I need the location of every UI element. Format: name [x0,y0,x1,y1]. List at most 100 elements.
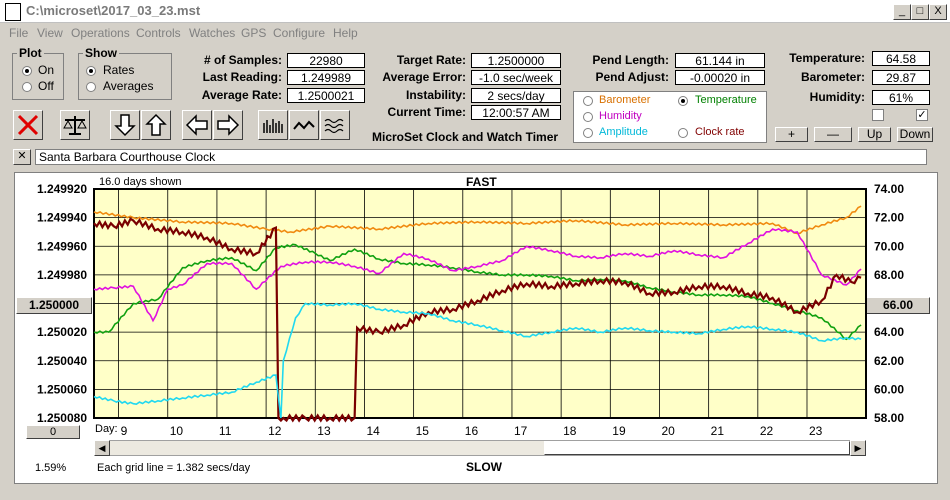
y-left-tick-label: 1.250060 [37,382,87,396]
humidity-label: Humidity: [809,90,865,104]
last-reading-field: 1.249989 [287,70,365,85]
averages-radio[interactable] [86,82,96,92]
avg-error-label: Average Error: [382,70,466,84]
close-clock-button[interactable]: ✕ [13,149,31,165]
right-checkbox[interactable]: ✓ [916,109,928,121]
barometer-field: 29.87 [872,70,930,85]
current-time-field: 12:00:57 AM [471,105,561,120]
x-icon [17,114,39,136]
app-icon[interactable] [5,3,21,21]
down-button[interactable]: Down [897,127,933,142]
clock-name-field[interactable]: Santa Barbara Courthouse Clock [35,149,927,165]
x-tick-label: 18 [563,424,577,438]
amplitude-option-label: Amplitude [599,126,648,138]
avg-rate-field: 1.2500021 [287,88,365,103]
samples-field: 22980 [287,53,365,68]
target-rate-label: Target Rate: [396,53,466,67]
x-tick-label: 11 [219,424,232,438]
line-view-button[interactable] [289,110,319,140]
pend-length-label: Pend Length: [592,53,669,67]
y-left-tick-label: 1.250040 [37,354,87,368]
rates-label: Rates [103,63,135,77]
temperature-label: Temperature: [789,51,865,65]
left-arrow-button[interactable] [182,110,212,140]
plot-off-radio[interactable] [22,82,32,92]
plot-group-label: Plot [19,46,42,60]
down-arrow-button[interactable] [110,110,140,140]
balance-button[interactable] [60,110,90,140]
rates-radio[interactable] [86,66,96,76]
wave-view-button[interactable] [320,110,350,140]
minus-button[interactable]: — [814,127,852,142]
amplitude-radio[interactable] [583,128,593,138]
pend-length-field[interactable]: 61.144 in [675,53,765,68]
menu-gps[interactable]: GPS [241,26,267,40]
y-left-tick-label: 1.249920 [37,182,87,196]
maximize-button[interactable]: □ [911,4,929,20]
menu-help[interactable]: Help [333,26,358,40]
temperature-option-label: Temperature [695,94,757,106]
plot-group: Plot [12,46,64,100]
menu-watches[interactable]: Watches [189,26,236,40]
bars-view-button[interactable] [258,110,288,140]
minimize-button[interactable]: _ [893,4,911,20]
days-shown-label: 16.0 days shown [99,176,182,188]
up-arrow-button[interactable] [141,110,171,140]
up-button[interactable]: Up [858,127,891,142]
instability-field: 2 secs/day [471,88,561,103]
scroll-thumb[interactable] [544,441,850,455]
clock-rate-option-label: Clock rate [695,126,745,138]
plot-on-radio[interactable] [22,66,32,76]
menu-operations[interactable]: Operations [71,26,130,40]
left-checkbox[interactable] [872,109,884,121]
temperature-series-line [93,243,862,341]
x-tick-label: 19 [612,424,626,438]
barometer-label: Barometer: [800,70,865,84]
line-chart-icon [293,120,315,130]
y-right-tick-label: 64.00 [874,325,904,339]
y-right-tick-label: 58.00 [874,411,904,425]
right-arrow-button[interactable] [213,110,243,140]
pend-adjust-label: Pend Adjust: [595,70,669,84]
scroll-right-button[interactable]: ▶ [850,440,866,456]
y-right-tick-label: 60.00 [874,382,904,396]
pend-adjust-field: -0.00020 in [675,70,765,85]
x-tick-label: 14 [366,424,380,438]
x-tick-label: 15 [416,424,430,438]
avg-error-field: -1.0 sec/week [471,70,561,85]
x-tick-label: 9 [121,424,128,438]
arrow-down-icon [114,114,136,137]
x-tick-label: 16 [465,424,479,438]
temperature-radio[interactable] [678,96,688,106]
barometer-radio[interactable] [583,96,593,106]
percent-label: 1.59% [35,462,67,474]
humidity-radio[interactable] [583,112,593,122]
humidity-field: 61% [872,90,930,105]
y-right-tick-label: 62.00 [874,354,904,368]
title-bar: C:\microset\2017_03_23.mst _ □ X [0,0,950,23]
menu-controls[interactable]: Controls [136,26,181,40]
scroll-left-button[interactable]: ◀ [94,440,110,456]
clock-rate-radio[interactable] [678,128,688,138]
slow-label: SLOW [466,460,502,474]
plus-button[interactable]: + [775,127,808,142]
averages-label: Averages [103,79,154,93]
menu-view[interactable]: View [37,26,63,40]
target-rate-field[interactable]: 1.2500000 [471,53,561,68]
arrow-right-icon [217,114,240,136]
sensor-select-box [573,91,767,143]
center-rate-button[interactable]: 1.250000 [16,297,92,314]
stop-button[interactable] [13,110,43,140]
x-tick-label: 13 [317,424,331,438]
y-left-tick-label: 1.249980 [37,268,87,282]
x-tick-label: 21 [711,424,725,438]
barometer-option-label: Barometer [599,94,651,106]
menu-configure[interactable]: Configure [273,26,326,40]
scale-icon [63,116,87,135]
close-button[interactable]: X [929,4,947,20]
menu-file[interactable]: File [9,26,29,40]
y-left-tick-label: 1.249940 [37,211,87,225]
offset-button[interactable]: 0 [26,425,80,439]
wave-icon [324,118,344,134]
